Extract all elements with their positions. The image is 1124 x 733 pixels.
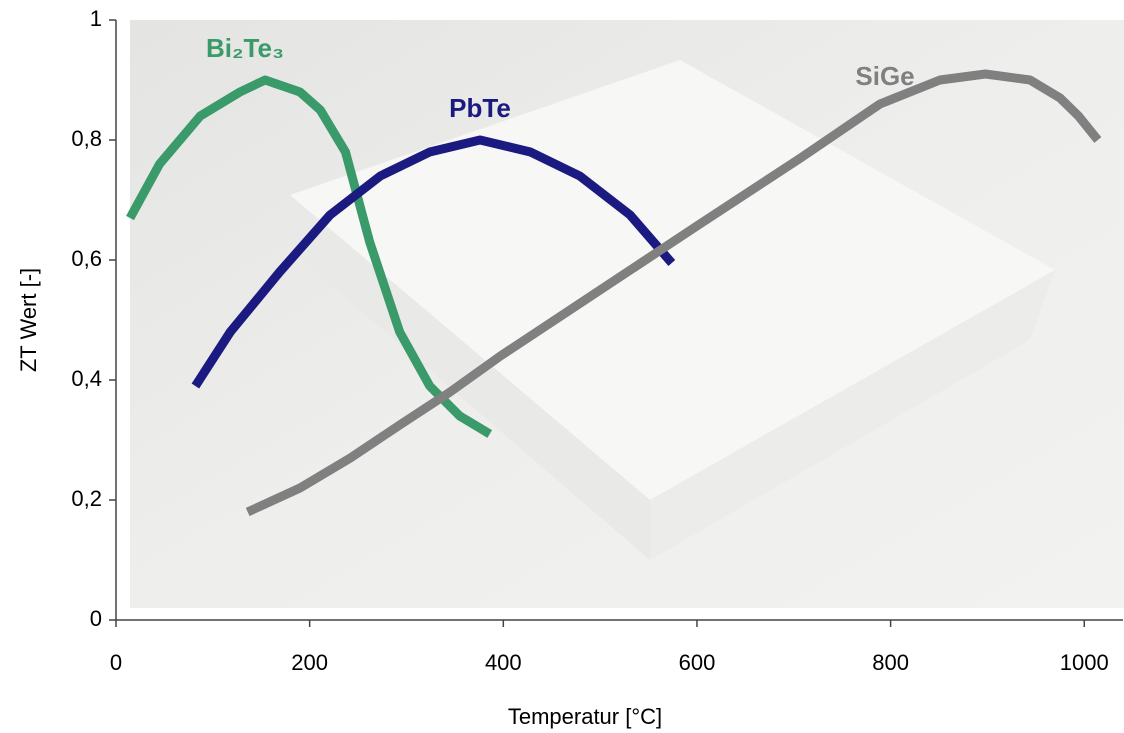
y-tick-label: 1 [90,6,102,31]
y-tick-label: 0,6 [71,246,102,271]
x-axis-label: Temperatur [°C] [508,704,662,729]
x-tick-label: 800 [872,650,909,675]
y-tick-label: 0,2 [71,486,102,511]
y-tick-label: 0,4 [71,366,102,391]
series-line [245,69,1102,517]
series-label: Bi₂Te₃ [206,33,284,63]
x-tick-label: 1000 [1060,650,1109,675]
x-tick-label: 0 [110,650,122,675]
y-tick-label: 0,8 [71,126,102,151]
x-tick-label: 600 [679,650,716,675]
y-axis-label: ZT Wert [-] [16,268,41,372]
series-line [191,135,676,389]
module-shape [290,60,1055,500]
series-line [126,75,493,438]
series-label: SiGe [855,61,914,91]
y-tick-label: 0 [90,606,102,631]
x-tick-label: 200 [291,650,328,675]
x-tick-label: 400 [485,650,522,675]
series-label: PbTe [449,93,511,123]
module-side [650,270,1055,560]
